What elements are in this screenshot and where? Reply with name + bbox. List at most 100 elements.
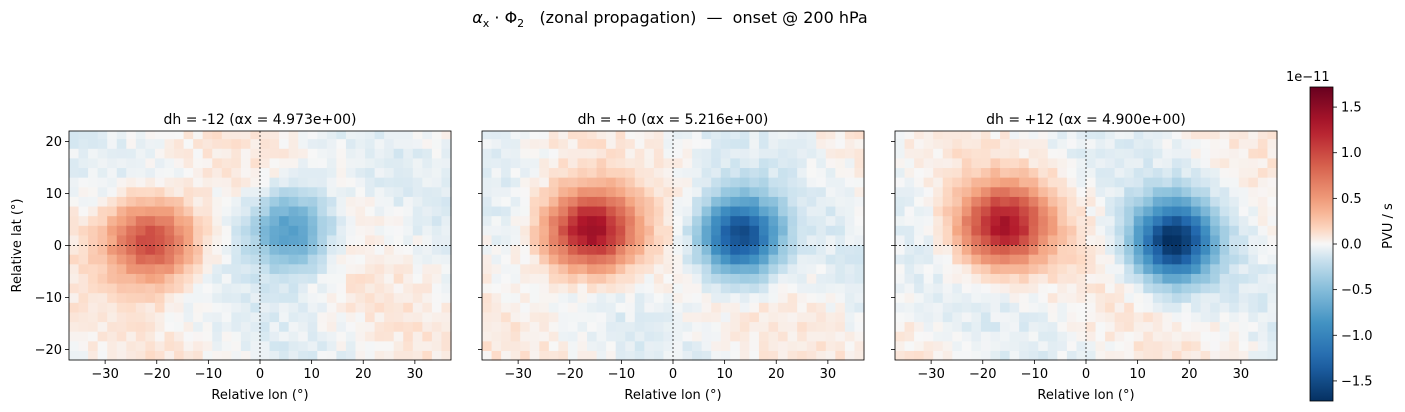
heatmap-cell <box>1143 196 1154 207</box>
heatmap-cell <box>787 340 798 351</box>
heatmap-cell <box>904 157 915 169</box>
heatmap-cell <box>577 205 588 217</box>
heatmap-cell <box>816 167 827 178</box>
heatmap-cell <box>355 225 366 236</box>
heatmap-cell <box>78 292 89 303</box>
heatmap-cell <box>634 186 645 197</box>
heatmap-cell <box>1019 282 1030 294</box>
heatmap-cell <box>1267 350 1278 361</box>
heatmap-cell <box>923 167 934 178</box>
heatmap-cell <box>634 234 645 246</box>
heatmap-cell <box>1162 148 1173 159</box>
heatmap-cell <box>1105 177 1116 188</box>
heatmap-cell <box>441 234 452 246</box>
heatmap-cell <box>835 321 846 332</box>
heatmap-cell <box>952 157 963 169</box>
heatmap-cell <box>933 331 944 342</box>
heatmap-cell <box>1028 196 1039 207</box>
heatmap-cell <box>326 157 337 169</box>
heatmap-cell <box>1076 138 1087 149</box>
heatmap-cell <box>1105 234 1116 246</box>
heatmap-cell <box>1267 321 1278 332</box>
heatmap-cell <box>412 186 423 197</box>
heatmap-cell <box>615 282 626 294</box>
heatmap-cell <box>1219 138 1230 149</box>
heatmap-cell <box>193 273 204 284</box>
heatmap-cell <box>933 321 944 332</box>
heatmap-cell <box>1133 215 1144 226</box>
heatmap-cell <box>1219 234 1230 246</box>
heatmap-cell <box>663 340 674 351</box>
heatmap-cell <box>317 205 328 217</box>
heatmap-cell <box>1076 292 1087 303</box>
heatmap-cell <box>1086 350 1097 361</box>
heatmap-cell <box>1009 282 1020 294</box>
heatmap-cell <box>288 340 299 351</box>
heatmap-cell <box>260 205 271 217</box>
heatmap-cell <box>1238 244 1249 255</box>
heatmap-cell <box>587 177 598 188</box>
heatmap-cell <box>606 292 617 303</box>
heatmap-cell <box>431 340 443 351</box>
heatmap-cell <box>501 350 512 361</box>
heatmap-cell <box>250 350 261 361</box>
heatmap-cell <box>1200 215 1211 226</box>
heatmap-cell <box>174 131 185 140</box>
heatmap-cell <box>806 196 817 207</box>
heatmap-cell <box>501 225 512 236</box>
heatmap-cell <box>539 273 550 284</box>
heatmap-cell <box>567 215 579 226</box>
heatmap-cell <box>539 282 550 294</box>
heatmap-cell <box>174 321 185 332</box>
heatmap-cell <box>952 138 963 149</box>
heatmap-cell <box>365 282 376 294</box>
heatmap-cell <box>135 167 146 178</box>
heatmap-cell <box>135 131 146 140</box>
heatmap-cell <box>1248 311 1259 323</box>
heatmap-cell <box>491 254 502 265</box>
heatmap-cell <box>412 282 423 294</box>
heatmap-cell <box>1057 225 1068 236</box>
heatmap-cell <box>787 282 798 294</box>
heatmap-cell <box>1000 167 1011 178</box>
heatmap-cell <box>1238 273 1249 284</box>
heatmap-cell <box>88 321 99 332</box>
heatmap-cell <box>412 196 423 207</box>
heatmap-cell <box>749 196 760 207</box>
heatmap-cell <box>673 205 684 217</box>
heatmap-cell <box>663 177 674 188</box>
heatmap-cell <box>711 196 722 207</box>
heatmap-cell <box>1124 225 1135 236</box>
heatmap-cell <box>644 254 655 265</box>
heatmap-cell <box>673 131 684 140</box>
heatmap-cell <box>653 321 665 332</box>
heatmap-cell <box>107 340 118 351</box>
heatmap-cell <box>240 205 252 217</box>
heatmap-cell <box>1114 234 1125 246</box>
heatmap-cell <box>1105 321 1116 332</box>
heatmap-cell <box>355 167 366 178</box>
heatmap-cell <box>692 234 703 246</box>
heatmap-cell <box>501 331 512 342</box>
heatmap-cell <box>980 177 992 188</box>
heatmap-cell <box>1076 302 1087 313</box>
heatmap-cell <box>701 157 712 169</box>
heatmap-cell <box>326 186 337 197</box>
heatmap-cell <box>393 244 404 255</box>
heatmap-cell <box>730 302 741 313</box>
heatmap-cell <box>1248 234 1259 246</box>
heatmap-cell <box>193 350 204 361</box>
heatmap-cell <box>298 225 309 236</box>
heatmap-cell <box>682 340 693 351</box>
heatmap-cell <box>749 138 760 149</box>
heatmap-cell <box>1210 321 1221 332</box>
heatmap-cell <box>606 263 617 274</box>
colorbar-tick-label: −1.5 <box>1341 374 1373 389</box>
heatmap-cell <box>933 273 944 284</box>
heatmap-cell <box>816 205 827 217</box>
heatmap-cell <box>854 196 865 207</box>
heatmap-cell <box>558 292 569 303</box>
heatmap-cell <box>279 254 290 265</box>
heatmap-cell <box>260 138 271 149</box>
